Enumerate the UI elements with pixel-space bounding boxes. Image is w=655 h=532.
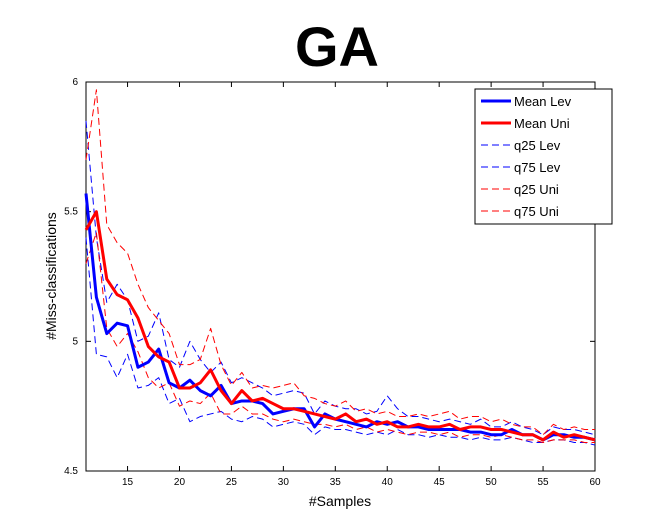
x-tick-label: 50	[486, 477, 498, 488]
series-group	[84, 89, 596, 446]
series-line-mean-uni	[84, 210, 596, 442]
x-tick-label: 30	[278, 477, 290, 488]
y-tick-label: 5	[72, 336, 78, 347]
x-axis-label: #Samples	[309, 493, 371, 509]
axis-ticks: 15 20 25 30 35 40 45 50 55 60 4.5 5 5.5 6	[64, 77, 601, 488]
chart-title: GA	[295, 15, 379, 78]
legend-label: Mean Lev	[514, 94, 572, 109]
x-tick-label: 15	[122, 477, 134, 488]
x-tick-label: 25	[226, 477, 238, 488]
y-tick-label: 6	[72, 77, 78, 88]
series-line-q25-lev	[85, 237, 596, 446]
y-tick-label: 5.5	[64, 207, 78, 218]
y-axis-label: #Miss-classifications	[43, 212, 59, 340]
x-tick-label: 20	[174, 477, 186, 488]
series-line-q25-uni	[85, 231, 595, 443]
x-tick-label: 60	[589, 477, 601, 488]
legend-label: q25 Uni	[514, 182, 559, 197]
axes-frame	[85, 81, 596, 472]
legend-box	[474, 88, 613, 225]
legend-label: Mean Uni	[514, 116, 570, 131]
x-tick-label: 55	[537, 477, 549, 488]
x-tick-label: 40	[382, 477, 394, 488]
x-tick-label: 45	[434, 477, 446, 488]
legend: Mean Lev Mean Uni q25 Lev q75 Lev q25 Uni q75…	[474, 88, 613, 225]
x-tick-label: 35	[330, 477, 342, 488]
y-tick-label: 4.5	[64, 466, 78, 477]
series-line-q75-lev	[85, 120, 596, 436]
legend-label: q75 Lev	[514, 160, 561, 175]
legend-label: q25 Lev	[514, 138, 561, 153]
legend-label: q75 Uni	[514, 204, 559, 219]
